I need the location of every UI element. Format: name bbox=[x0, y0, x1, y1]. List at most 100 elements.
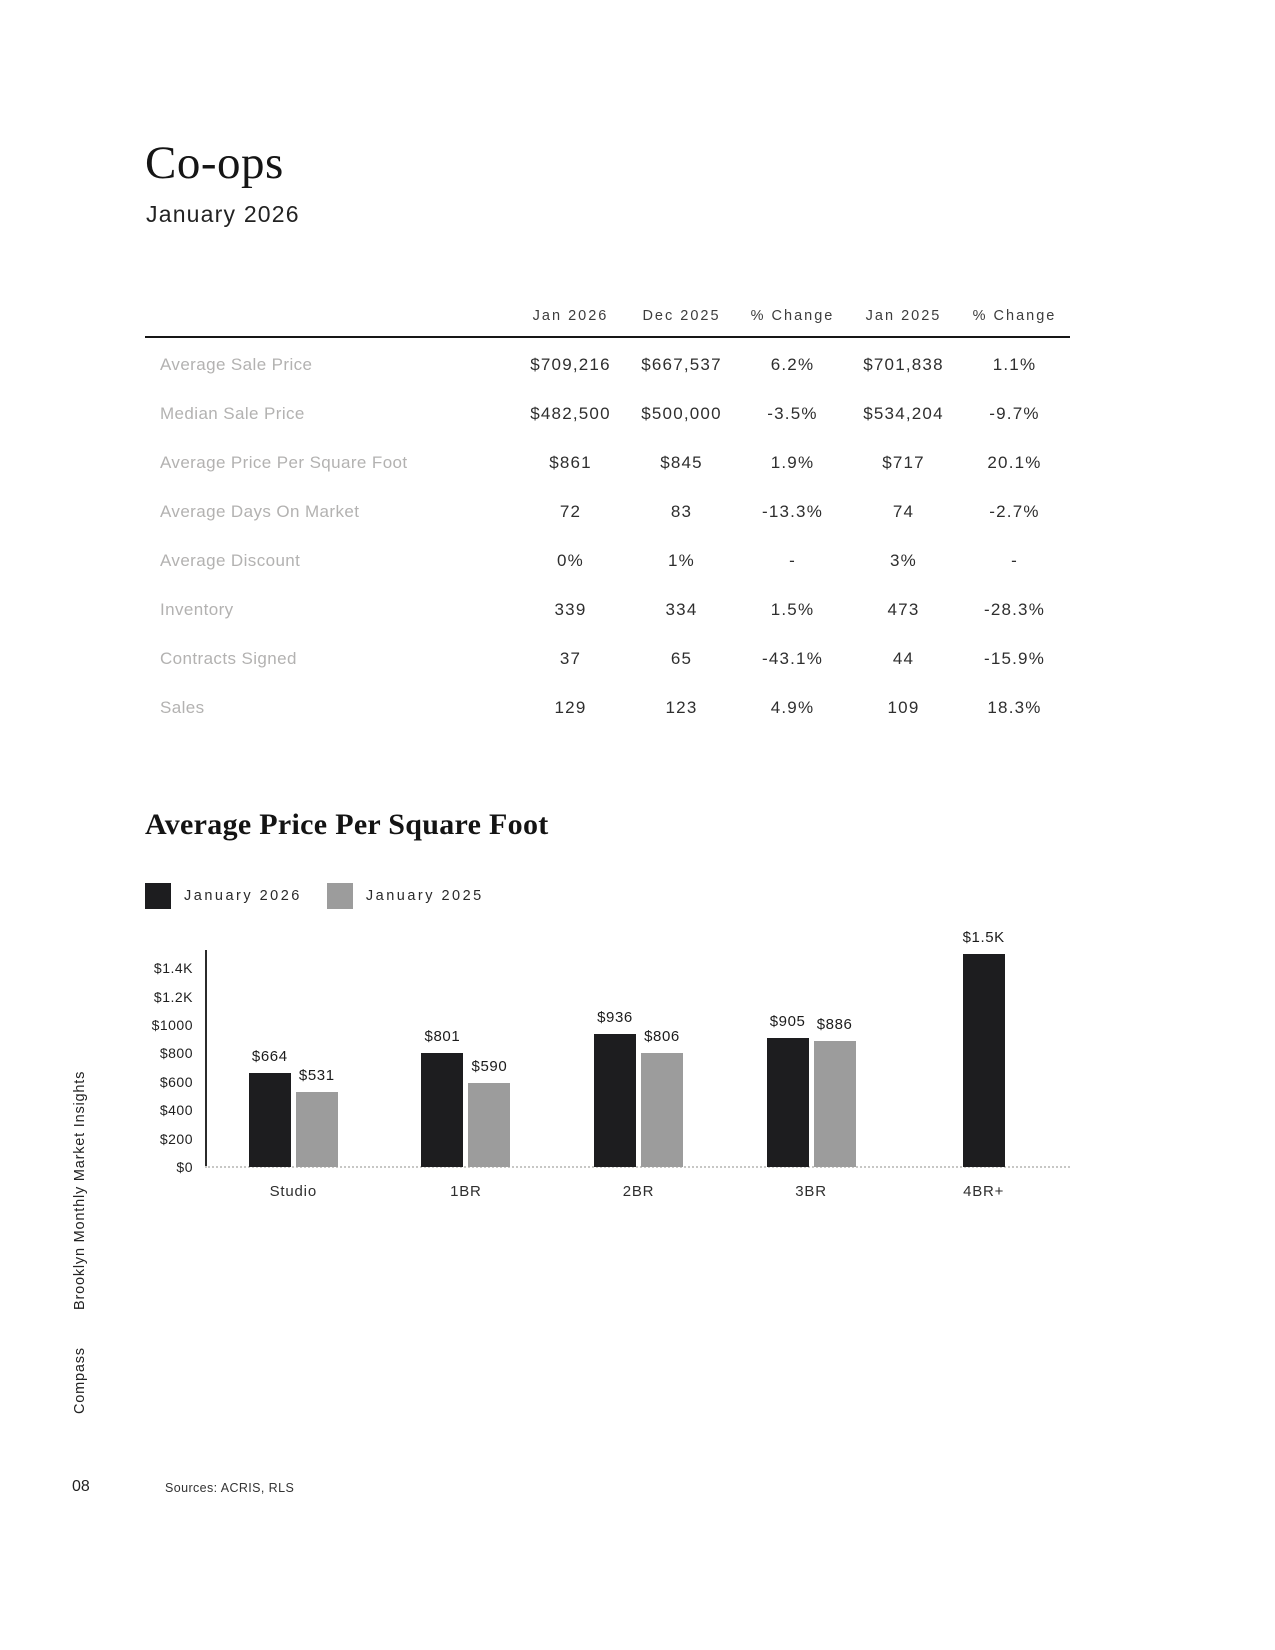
page-subtitle: January 2026 bbox=[146, 201, 300, 227]
y-axis-tick-label: $600 bbox=[159, 1073, 193, 1090]
table-body: Average Sale Price $709,216 $667,537 6.2% $7… bbox=[145, 338, 1070, 732]
cell-value: $845 bbox=[660, 452, 703, 472]
legend-label-jan-2026: January 2026 bbox=[184, 888, 302, 904]
chart-legend: January 2026 January 2025 bbox=[145, 883, 484, 909]
bar-value-label: $905 bbox=[769, 1013, 806, 1030]
cell-value: 74 bbox=[892, 501, 915, 521]
category-label: 4BR+ bbox=[963, 1183, 1005, 1200]
cell-value: $709,216 bbox=[530, 354, 611, 374]
cell-value: 1.9% bbox=[770, 452, 815, 472]
bar-january-2026: $936 bbox=[593, 1009, 636, 1167]
cell-value: $500,000 bbox=[641, 403, 722, 423]
category-label: 1BR bbox=[450, 1183, 482, 1200]
bar-january-2025: $590 bbox=[468, 1058, 511, 1167]
cell-value: -9.7% bbox=[989, 403, 1040, 423]
table-header-row: Jan 2026 Dec 2025 % Change Jan 2025 % Change bbox=[145, 308, 1070, 338]
bar-value-label: $664 bbox=[251, 1048, 288, 1065]
bar-january-2026: $664 bbox=[248, 1048, 291, 1167]
cell-value: -13.3% bbox=[761, 501, 824, 521]
legend-label-jan-2025: January 2025 bbox=[365, 888, 484, 904]
category-label: 3BR bbox=[795, 1183, 827, 1200]
table-row: Average Discount 0% 1% - 3% - bbox=[145, 536, 1070, 585]
cell-value: 129 bbox=[554, 697, 587, 717]
chart-plot-area: $664 $531 $801 $590 $936 $806 $905 $886 $1.5K bbox=[207, 929, 1070, 1167]
row-label: Average Days On Market bbox=[160, 501, 360, 521]
bar-group-4brplus: $1.5K bbox=[938, 929, 1030, 1167]
cell-value: 0% bbox=[557, 550, 584, 570]
cell-value: 37 bbox=[559, 648, 582, 668]
cell-value: $701,838 bbox=[863, 354, 944, 374]
cell-value: 473 bbox=[887, 599, 920, 619]
cell-value: 44 bbox=[892, 648, 915, 668]
sources-note: Sources: ACRIS, RLS bbox=[165, 1481, 295, 1495]
table-row: Median Sale Price $482,500 $500,000 -3.5% $5… bbox=[145, 389, 1070, 438]
page-number: 08 bbox=[72, 1478, 90, 1495]
bar-january-2025: $806 bbox=[640, 1028, 683, 1167]
bar-value-label: $936 bbox=[597, 1009, 633, 1026]
cell-value: 4.9% bbox=[770, 697, 815, 717]
row-label: Sales bbox=[160, 697, 205, 717]
cell-value: -15.9% bbox=[983, 648, 1046, 668]
cell-value: 3% bbox=[890, 550, 917, 570]
bar-january-2025: $531 bbox=[295, 1067, 338, 1167]
y-axis-tick-label: $1.2K bbox=[153, 988, 193, 1005]
cell-value: 72 bbox=[559, 501, 582, 521]
bar-january-2026: $1.5K bbox=[963, 929, 1005, 1167]
sidebar-brand-text: Compass bbox=[72, 1347, 88, 1414]
y-axis-tick-label: $400 bbox=[159, 1102, 193, 1119]
bar-value-label: $806 bbox=[644, 1028, 680, 1045]
row-label: Contracts Signed bbox=[160, 648, 297, 668]
cell-value: -3.5% bbox=[767, 403, 818, 423]
cell-value: 83 bbox=[670, 501, 693, 521]
y-axis-tick-label: $0 bbox=[176, 1159, 193, 1175]
cell-value: -28.3% bbox=[983, 599, 1046, 619]
column-header: % Change bbox=[972, 308, 1057, 324]
row-label: Inventory bbox=[160, 599, 234, 619]
bar-group-3br: $905 $886 bbox=[765, 1013, 857, 1167]
cell-value: 123 bbox=[665, 697, 698, 717]
column-header: Dec 2025 bbox=[642, 308, 721, 324]
bar-value-label: $1.5K bbox=[962, 929, 1005, 946]
bar-value-label: $801 bbox=[424, 1028, 461, 1045]
column-header: Jan 2026 bbox=[532, 308, 609, 324]
cell-value: 1% bbox=[668, 550, 695, 570]
stats-table: Jan 2026 Dec 2025 % Change Jan 2025 % Change… bbox=[145, 308, 1070, 732]
table-row: Average Price Per Square Foot $861 $845 1.9… bbox=[145, 438, 1070, 487]
table-row: Average Days On Market 72 83 -13.3% 74 -2.7% bbox=[145, 487, 1070, 536]
cell-value: 1.5% bbox=[770, 599, 815, 619]
table-row: Sales 129 123 4.9% 109 18.3% bbox=[145, 683, 1070, 732]
category-label: Studio bbox=[269, 1183, 317, 1200]
table-row: Inventory 339 334 1.5% 473 -28.3% bbox=[145, 585, 1070, 634]
row-label: Average Price Per Square Foot bbox=[160, 452, 408, 472]
cell-value: 339 bbox=[554, 599, 587, 619]
legend-swatch-jan-2026 bbox=[145, 883, 171, 909]
y-axis-tick-label: $200 bbox=[159, 1130, 193, 1147]
cell-value: - bbox=[1011, 550, 1018, 570]
price-per-sqft-bar-chart: $1.4K $1.2K $1000 $800 $600 $400 $200 $0 $664 $5… bbox=[152, 929, 1070, 1200]
category-label: 2BR bbox=[622, 1183, 655, 1200]
page-title: Co-ops bbox=[145, 137, 284, 189]
cell-value: $717 bbox=[882, 452, 925, 472]
table-row: Contracts Signed 37 65 -43.1% 44 -15.9% bbox=[145, 634, 1070, 683]
row-label: Average Discount bbox=[160, 550, 301, 570]
chart-category-labels: Studio 1BR 2BR 3BR 4BR+ bbox=[207, 1183, 1070, 1200]
bar-group-2br: $936 $806 bbox=[592, 1009, 684, 1167]
chart-baseline bbox=[205, 1166, 1070, 1168]
table-row: Average Sale Price $709,216 $667,537 6.2% $7… bbox=[145, 340, 1070, 389]
cell-value: $861 bbox=[549, 452, 592, 472]
bar-january-2025: $886 bbox=[813, 1016, 856, 1167]
y-axis-tick-label: $1000 bbox=[151, 1017, 193, 1033]
cell-value: -2.7% bbox=[989, 501, 1040, 521]
bar-january-2026: $801 bbox=[421, 1028, 464, 1167]
column-header: % Change bbox=[750, 308, 835, 324]
bar-group-studio: $664 $531 bbox=[247, 1048, 339, 1167]
cell-value: $667,537 bbox=[641, 354, 722, 374]
cell-value: 109 bbox=[887, 697, 920, 717]
bar-january-2026: $905 bbox=[766, 1013, 809, 1167]
y-axis-tick-label: $1.4K bbox=[153, 960, 193, 977]
cell-value: 1.1% bbox=[992, 354, 1037, 374]
cell-value: 6.2% bbox=[770, 354, 815, 374]
row-label: Average Sale Price bbox=[160, 354, 313, 374]
column-header: Jan 2025 bbox=[865, 308, 942, 324]
cell-value: 20.1% bbox=[987, 452, 1042, 472]
